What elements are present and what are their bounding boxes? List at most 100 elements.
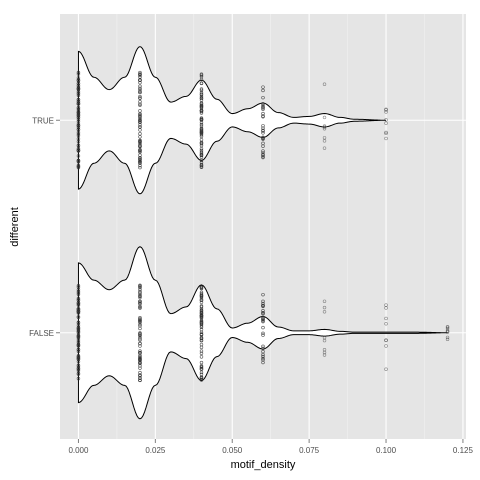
data-point	[76, 127, 81, 132]
data-point	[138, 150, 142, 154]
data-point	[138, 294, 142, 299]
data-point	[76, 334, 81, 338]
data-point	[322, 82, 327, 86]
data-point	[199, 314, 204, 318]
data-point	[199, 320, 204, 324]
data-point	[138, 291, 142, 295]
data-point	[199, 146, 204, 151]
data-point	[199, 91, 204, 95]
data-point	[76, 329, 81, 334]
data-point	[199, 81, 204, 85]
data-point	[138, 165, 142, 170]
data-point	[384, 107, 388, 112]
data-point	[261, 317, 265, 322]
data-point	[76, 102, 81, 106]
data-point	[261, 333, 265, 337]
data-point	[138, 349, 142, 353]
data-point	[199, 74, 204, 79]
data-point	[76, 328, 81, 332]
data-point	[138, 353, 142, 358]
data-point	[76, 349, 81, 354]
data-point	[138, 366, 142, 370]
data-point	[138, 114, 142, 118]
y-axis: TRUE FALSE	[29, 116, 60, 338]
data-point	[138, 161, 142, 165]
data-point	[76, 298, 81, 303]
data-point	[76, 78, 81, 82]
data-point	[261, 102, 265, 106]
data-point	[76, 309, 81, 313]
data-point	[261, 136, 265, 141]
data-point	[138, 128, 142, 132]
data-point	[76, 158, 81, 163]
data-point	[76, 164, 81, 169]
data-point	[199, 376, 204, 380]
data-point	[445, 330, 450, 334]
data-point	[261, 111, 265, 116]
data-point	[138, 84, 142, 88]
y-tick-label: TRUE	[32, 116, 54, 125]
data-point	[76, 326, 81, 331]
x-tick-label: 0.000	[68, 446, 89, 455]
x-axis: 0.000 0.025 0.050 0.075 0.100 0.125	[68, 439, 473, 455]
data-point	[199, 300, 204, 304]
data-point	[199, 143, 204, 148]
data-point	[138, 333, 142, 338]
data-point	[76, 93, 81, 98]
data-point	[199, 296, 204, 300]
data-point	[199, 375, 204, 379]
data-point	[384, 303, 388, 307]
data-point	[261, 107, 265, 111]
data-point	[384, 136, 388, 141]
data-point	[199, 332, 204, 337]
data-point	[199, 292, 204, 296]
data-point	[261, 95, 265, 100]
data-point	[138, 376, 142, 381]
data-point	[199, 93, 204, 97]
data-point	[76, 337, 81, 341]
data-point	[138, 337, 142, 341]
data-point	[384, 344, 388, 348]
data-point	[199, 73, 204, 77]
data-point	[261, 331, 265, 336]
data-point	[76, 137, 81, 141]
data-point	[199, 364, 204, 368]
data-point	[76, 291, 81, 295]
data-point	[261, 149, 265, 153]
data-point	[76, 335, 81, 339]
data-point	[261, 106, 265, 110]
data-point	[76, 97, 81, 102]
data-point	[261, 349, 265, 354]
data-point	[322, 310, 327, 314]
data-point	[199, 94, 204, 99]
data-point	[261, 124, 265, 128]
data-point	[261, 126, 265, 130]
data-point	[138, 341, 142, 346]
data-point	[199, 360, 204, 365]
data-point	[76, 355, 81, 359]
data-point	[76, 79, 81, 83]
data-point	[76, 116, 81, 120]
data-point	[138, 89, 142, 93]
data-point	[261, 309, 265, 313]
data-point	[138, 78, 142, 82]
data-point	[261, 103, 265, 108]
data-point	[445, 329, 450, 333]
data-point	[199, 134, 204, 139]
data-point	[138, 304, 142, 309]
data-point	[76, 372, 81, 376]
data-point	[138, 70, 142, 75]
data-point	[138, 147, 142, 152]
data-point	[76, 302, 81, 307]
points	[76, 70, 450, 383]
data-point	[261, 292, 265, 297]
data-point	[261, 346, 265, 350]
data-point	[76, 160, 81, 164]
data-point	[199, 141, 204, 146]
data-point	[138, 326, 142, 331]
data-point	[138, 94, 142, 99]
data-point	[76, 315, 81, 319]
data-point	[384, 316, 388, 321]
data-point	[76, 132, 81, 136]
data-point	[199, 88, 204, 93]
